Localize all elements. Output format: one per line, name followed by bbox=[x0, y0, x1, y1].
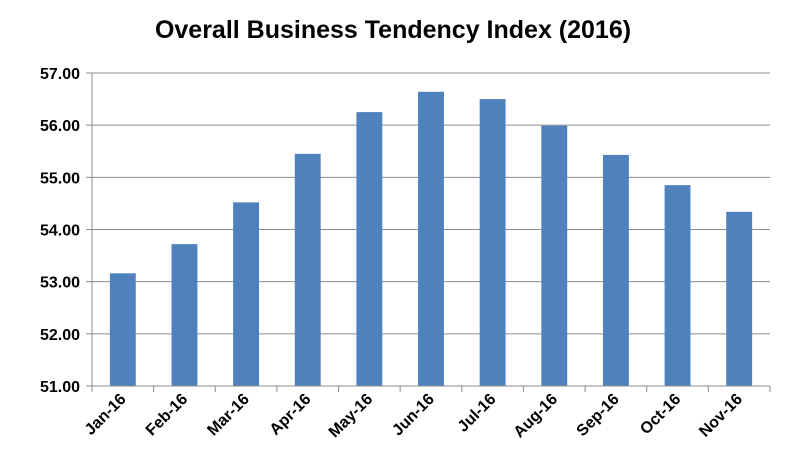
bar-jul-16 bbox=[479, 99, 506, 386]
bars bbox=[109, 91, 753, 387]
bar-aug-16 bbox=[541, 125, 568, 387]
bar-sep-16 bbox=[602, 154, 629, 386]
x-tick-label: May-16 bbox=[326, 391, 376, 441]
y-tick-label: 54.00 bbox=[40, 223, 80, 240]
chart-title: Overall Business Tendency Index (2016) bbox=[155, 16, 631, 44]
bar-apr-16 bbox=[294, 153, 321, 386]
x-tick-label: Apr-16 bbox=[267, 391, 315, 439]
y-tick-label: 51.00 bbox=[40, 379, 80, 396]
y-tick-label: 55.00 bbox=[40, 170, 80, 187]
x-tick-label: Oct-16 bbox=[637, 391, 684, 438]
bar-may-16 bbox=[356, 112, 383, 386]
y-tick-label: 52.00 bbox=[40, 327, 80, 344]
x-tick-label: Sep-16 bbox=[574, 391, 623, 440]
x-tick-label: Feb-16 bbox=[143, 391, 192, 440]
y-tick-label: 56.00 bbox=[40, 118, 80, 135]
y-tick-label: 53.00 bbox=[40, 275, 80, 292]
x-tick-label: Aug-16 bbox=[511, 391, 561, 441]
bar-nov-16 bbox=[726, 211, 753, 386]
y-tick-label: 57.00 bbox=[40, 66, 80, 83]
bar-mar-16 bbox=[233, 202, 260, 386]
bar-jan-16 bbox=[109, 273, 136, 386]
x-tick-labels: Jan-16 Feb-16 Mar-16 Apr-16 May-16 Jun-16 Jul-… bbox=[82, 391, 746, 441]
bar-feb-16 bbox=[171, 244, 198, 386]
x-tick-label: Mar-16 bbox=[204, 391, 253, 440]
bar-oct-16 bbox=[664, 185, 691, 386]
axes bbox=[86, 72, 771, 392]
x-tick-label: Jun-16 bbox=[389, 391, 438, 440]
x-tick-label: Jan-16 bbox=[82, 391, 130, 439]
x-tick-label: Jul-16 bbox=[455, 391, 500, 436]
y-tick-labels: 51.00 52.00 53.00 54.00 55.00 56.00 57.00 bbox=[40, 66, 80, 396]
bar-jun-16 bbox=[418, 91, 444, 386]
x-tick-label: Nov-16 bbox=[696, 391, 746, 441]
